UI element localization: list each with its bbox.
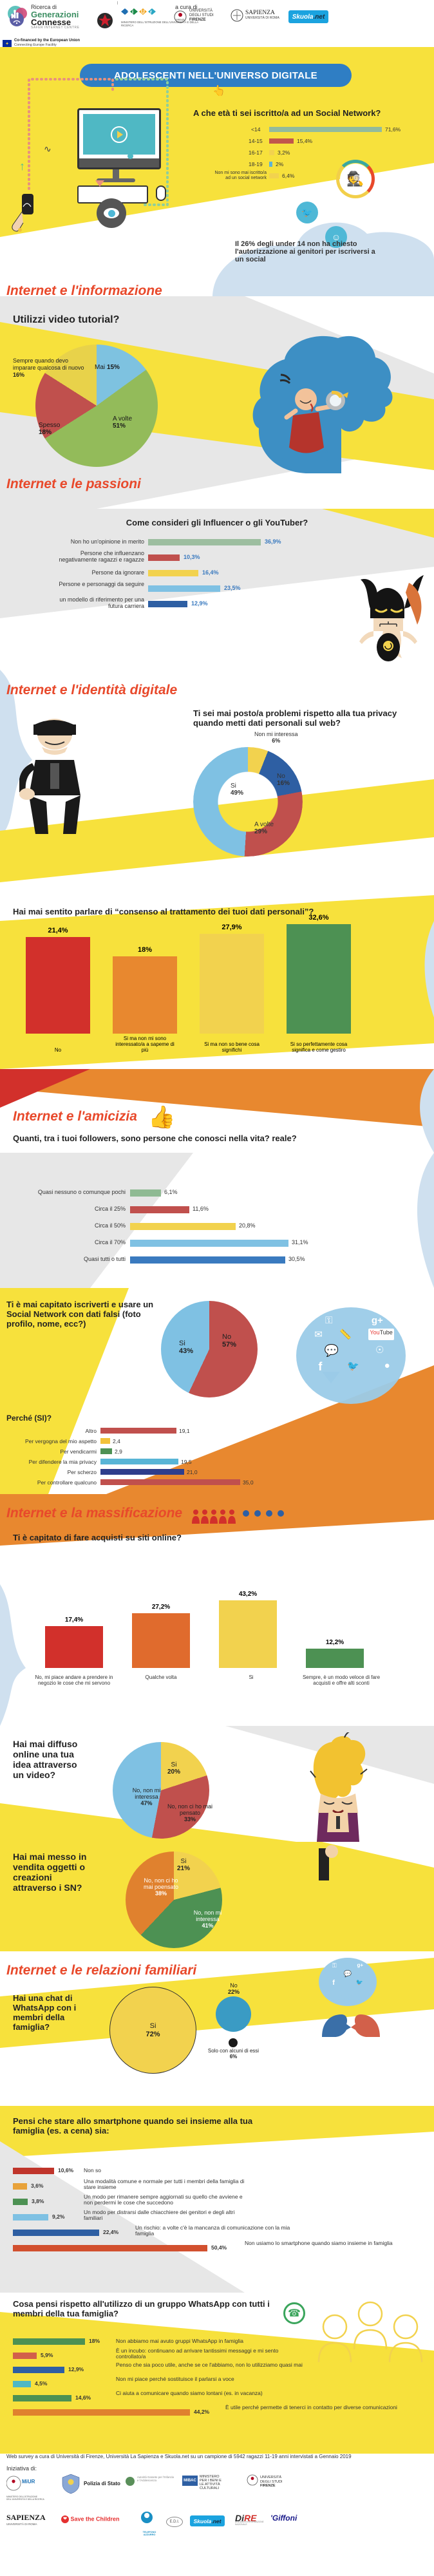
- svg-text:U: U: [141, 9, 145, 15]
- svg-text:i: i: [132, 9, 133, 15]
- svg-text:r: r: [150, 9, 152, 15]
- svg-text:FIRENZE: FIRENZE: [176, 19, 185, 21]
- svg-text:MiUR: MiUR: [22, 2479, 35, 2485]
